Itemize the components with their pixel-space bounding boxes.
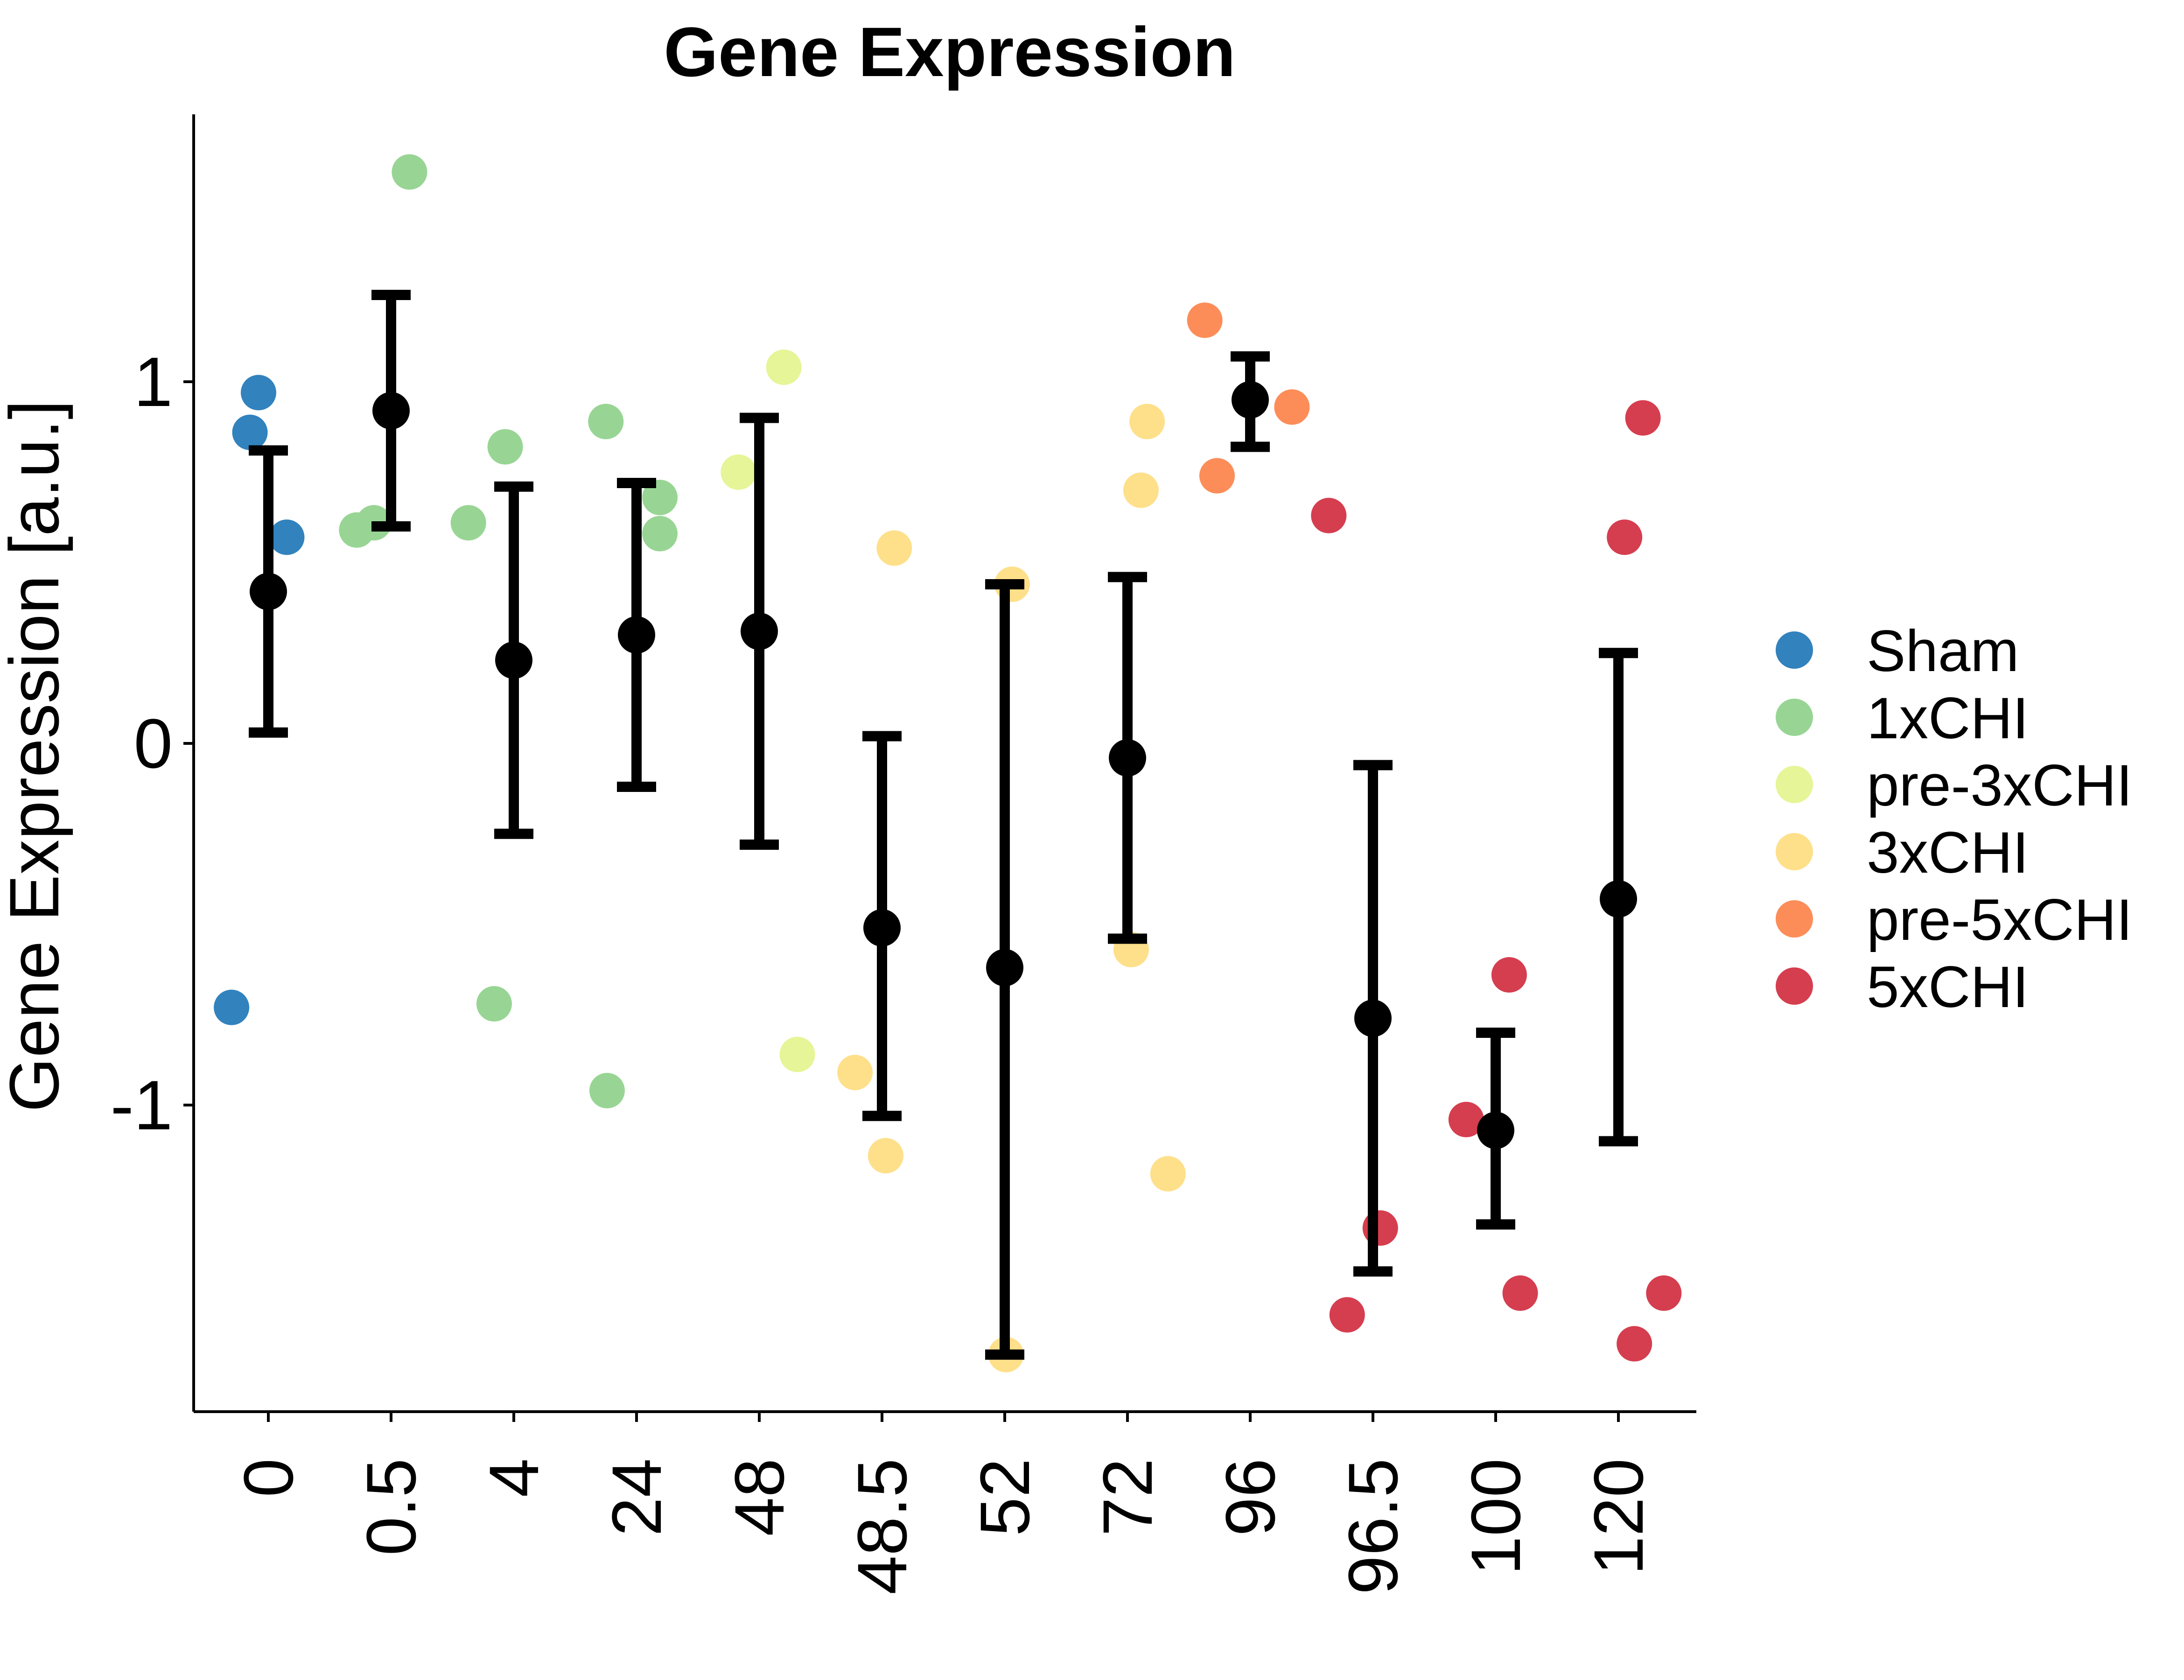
data-point <box>1199 458 1235 494</box>
legend-label: 1xCHI <box>1867 686 2029 751</box>
legend-label: 3xCHI <box>1867 820 2029 885</box>
mean-point <box>741 612 778 650</box>
data-point <box>1607 519 1643 555</box>
data-point <box>766 350 802 385</box>
x-tick-label: 24 <box>597 1458 676 1536</box>
data-points <box>214 154 1682 1372</box>
x-axis-ticks: 0 0.5 4 24 48 48.5 52 72 96 96.5 100 120 <box>229 1412 1658 1595</box>
x-tick-label: 100 <box>1456 1458 1535 1575</box>
mean-point <box>1232 381 1269 419</box>
data-point <box>779 1036 815 1072</box>
data-point <box>240 375 276 411</box>
x-tick-label: 48.5 <box>843 1458 921 1595</box>
mean-point <box>1354 1000 1392 1037</box>
y-axis-ticks: -1 0 1 <box>111 343 194 1144</box>
data-point <box>1502 1275 1538 1311</box>
data-point <box>476 986 512 1022</box>
data-point <box>1448 1102 1484 1137</box>
data-point <box>214 989 250 1025</box>
data-point <box>392 154 427 190</box>
legend-key <box>1776 833 1813 870</box>
data-point <box>1646 1275 1682 1311</box>
legend-key <box>1776 967 1813 1005</box>
y-tick-label: -1 <box>111 1066 173 1144</box>
data-point <box>837 1055 873 1091</box>
data-point <box>1311 497 1347 533</box>
legend-key <box>1776 631 1813 669</box>
x-tick-label: 48 <box>720 1458 798 1536</box>
data-point <box>642 480 678 515</box>
mean-point <box>495 641 532 679</box>
y-tick-label: 0 <box>134 704 173 783</box>
data-point <box>1617 1326 1652 1362</box>
x-tick-label: 96 <box>1211 1458 1289 1536</box>
x-tick-label: 0.5 <box>352 1458 430 1556</box>
data-point <box>642 516 678 552</box>
data-point <box>1129 404 1165 440</box>
mean-point <box>372 392 410 429</box>
data-point <box>269 519 305 555</box>
data-point <box>232 414 268 450</box>
mean-point <box>1477 1112 1514 1149</box>
data-point <box>876 530 912 566</box>
data-point <box>868 1138 903 1174</box>
x-tick-label: 72 <box>1088 1458 1167 1536</box>
mean-point <box>1600 880 1637 918</box>
mean-error-bars <box>249 290 1638 1360</box>
data-point <box>721 454 756 490</box>
x-tick-label: 4 <box>475 1458 553 1497</box>
data-point <box>1274 389 1310 425</box>
data-point <box>588 404 624 440</box>
x-tick-label: 120 <box>1579 1458 1658 1575</box>
x-tick-label: 0 <box>229 1458 308 1497</box>
mean-point <box>250 573 287 610</box>
data-point <box>1329 1297 1365 1333</box>
mean-point <box>863 909 901 947</box>
chart-title: Gene Expression <box>664 13 1236 91</box>
y-axis-title: Gene Expression [a.u.] <box>0 400 73 1112</box>
data-point <box>450 505 486 541</box>
mean-point <box>618 616 655 654</box>
data-point <box>1150 1156 1186 1192</box>
data-point <box>1625 400 1661 436</box>
x-tick-label: 52 <box>966 1458 1044 1536</box>
legend-key <box>1776 766 1813 803</box>
legend-label: pre-5xCHI <box>1867 888 2133 952</box>
legend-key <box>1776 900 1813 938</box>
legend-label: Sham <box>1867 619 2019 684</box>
data-point <box>1187 302 1223 338</box>
data-point <box>1123 472 1159 508</box>
data-point <box>589 1073 625 1108</box>
mean-point <box>986 949 1023 987</box>
legend-label: 5xCHI <box>1867 955 2029 1020</box>
x-tick-label: 96.5 <box>1334 1458 1412 1595</box>
axes: -1 0 1 0 0.5 4 24 48 48.5 52 72 96 96.5 100 120 <box>111 114 1696 1595</box>
legend-key <box>1776 699 1813 736</box>
legend-label: pre-3xCHI <box>1867 753 2133 818</box>
y-tick-label: 1 <box>134 343 173 421</box>
data-point <box>487 429 523 465</box>
mean-point <box>1109 739 1146 777</box>
data-point <box>1491 957 1527 993</box>
